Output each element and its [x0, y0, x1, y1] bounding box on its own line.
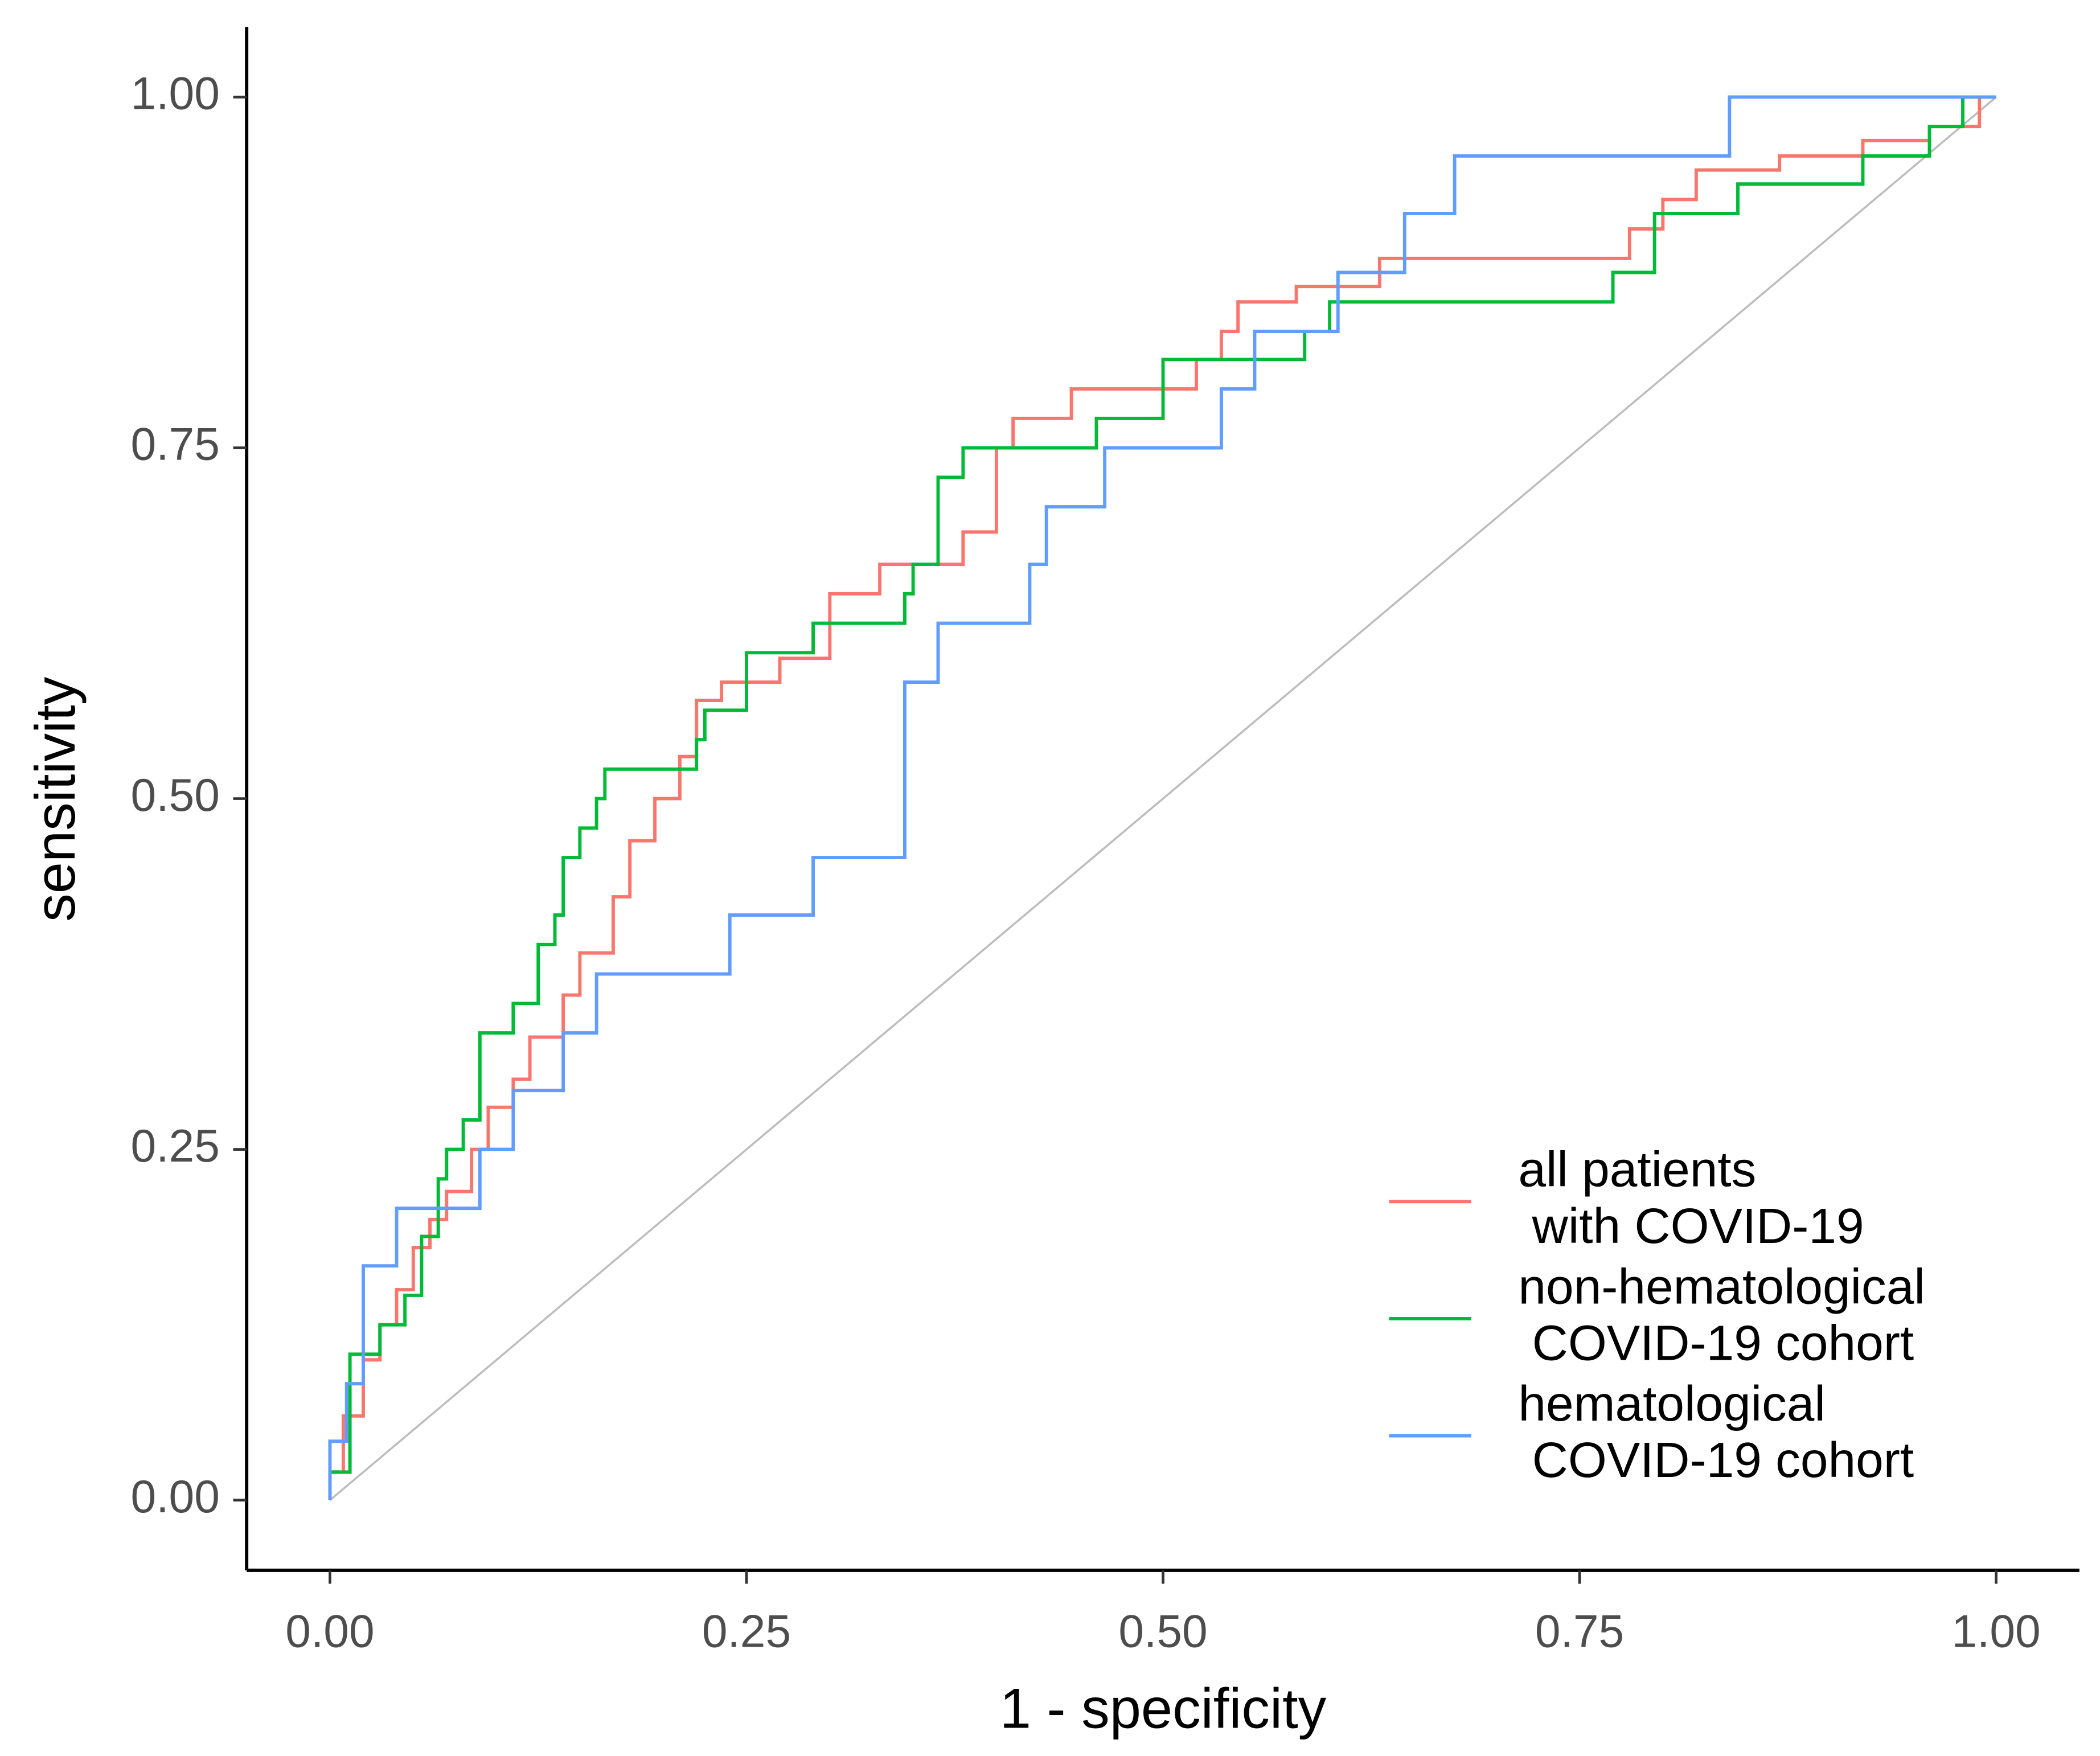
y-tick-label: 0.75: [131, 419, 220, 470]
reference-line: [329, 96, 1997, 1501]
x-tick-label: 0.25: [702, 1606, 791, 1657]
roc-line: [328, 95, 1996, 1500]
y-tick-label: 0.50: [131, 770, 220, 821]
y-tick-label: 1.00: [131, 68, 220, 120]
roc-line: [328, 95, 1996, 1500]
legend-label: non-hematological COVID-19 cohort: [1518, 1258, 1925, 1371]
y-axis-title: sensitivity: [24, 676, 87, 922]
y-tick-label: 0.25: [131, 1121, 220, 1172]
legend-label: hematological COVID-19 cohort: [1518, 1376, 1914, 1488]
x-tick-label: 0.75: [1535, 1606, 1624, 1657]
x-axis-title: 1 - specificity: [1000, 1677, 1327, 1741]
roc-line: [330, 95, 1996, 1474]
y-tick-label: 0.00: [131, 1471, 220, 1523]
x-tick-label: 0.50: [1118, 1606, 1207, 1657]
x-tick-label: 1.00: [1951, 1606, 2040, 1657]
x-tick-label: 0.00: [285, 1606, 374, 1657]
legend-label: all patients with COVID-19: [1518, 1142, 1864, 1254]
